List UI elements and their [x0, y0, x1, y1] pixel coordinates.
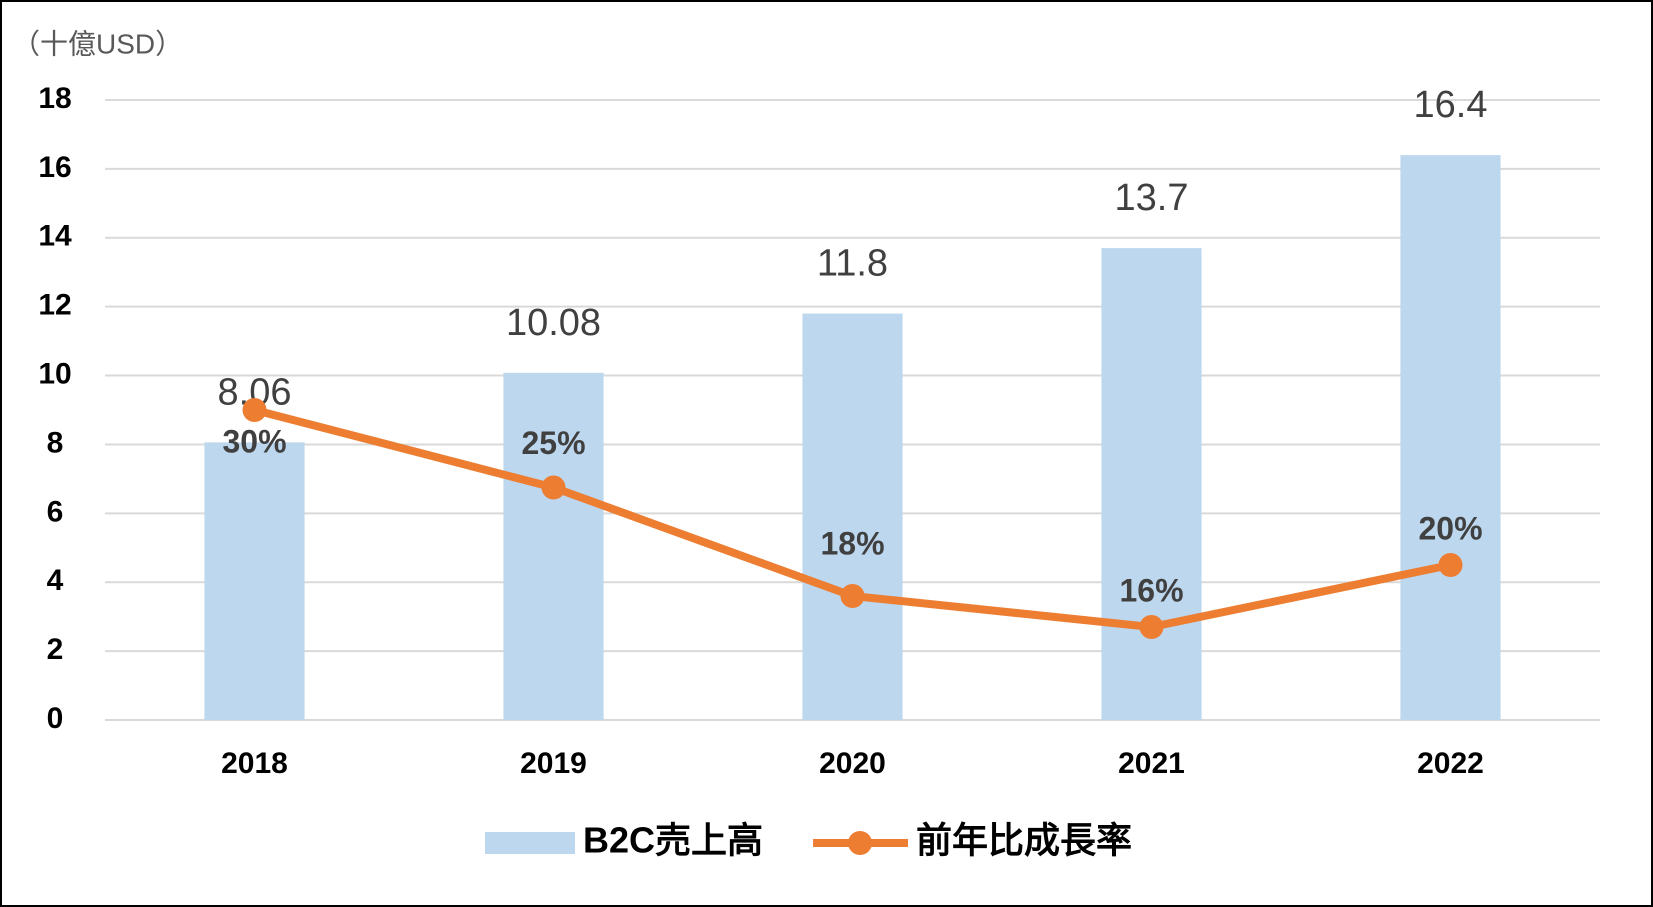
bar-value-label: 10.08	[506, 302, 601, 344]
line-marker	[242, 398, 267, 422]
line-marker	[840, 584, 865, 608]
y-tick-label: 8	[47, 426, 64, 459]
bar-value-label: 16.4	[1414, 84, 1488, 126]
legend-label: B2C売上高	[583, 820, 763, 861]
legend-label: 前年比成長率	[916, 820, 1132, 861]
bar	[1400, 155, 1501, 721]
y-axis-label: （十億USD）	[12, 28, 183, 59]
bar	[802, 313, 903, 720]
bar	[503, 372, 604, 720]
y-tick-label: 16	[38, 151, 71, 184]
y-tick-label: 0	[47, 702, 64, 735]
line-value-label: 30%	[222, 423, 286, 459]
x-tick-label: 2019	[520, 747, 587, 780]
y-tick-label: 12	[38, 289, 71, 322]
y-tick-label: 14	[38, 220, 72, 253]
y-tick-label: 18	[38, 82, 71, 115]
bar	[1101, 248, 1202, 720]
x-tick-label: 2021	[1118, 747, 1185, 780]
bar-value-label: 13.7	[1115, 177, 1189, 219]
x-tick-label: 2022	[1417, 747, 1484, 780]
y-tick-label: 4	[47, 564, 64, 597]
line-value-label: 18%	[820, 525, 884, 561]
x-tick-label: 2020	[819, 747, 886, 780]
line-value-label: 20%	[1418, 510, 1482, 546]
line-value-label: 16%	[1119, 572, 1183, 608]
y-tick-label: 2	[47, 633, 64, 666]
bar-value-label: 11.8	[817, 243, 888, 285]
bar	[204, 442, 305, 720]
line-marker	[1438, 553, 1463, 577]
x-tick-label: 2018	[221, 747, 288, 780]
y-tick-label: 10	[38, 357, 71, 390]
y-tick-label: 6	[47, 495, 64, 528]
line-value-label: 25%	[521, 425, 585, 461]
line-marker	[541, 475, 566, 500]
legend-swatch	[485, 832, 575, 854]
legend-marker	[848, 831, 873, 855]
line-marker	[1139, 615, 1164, 639]
